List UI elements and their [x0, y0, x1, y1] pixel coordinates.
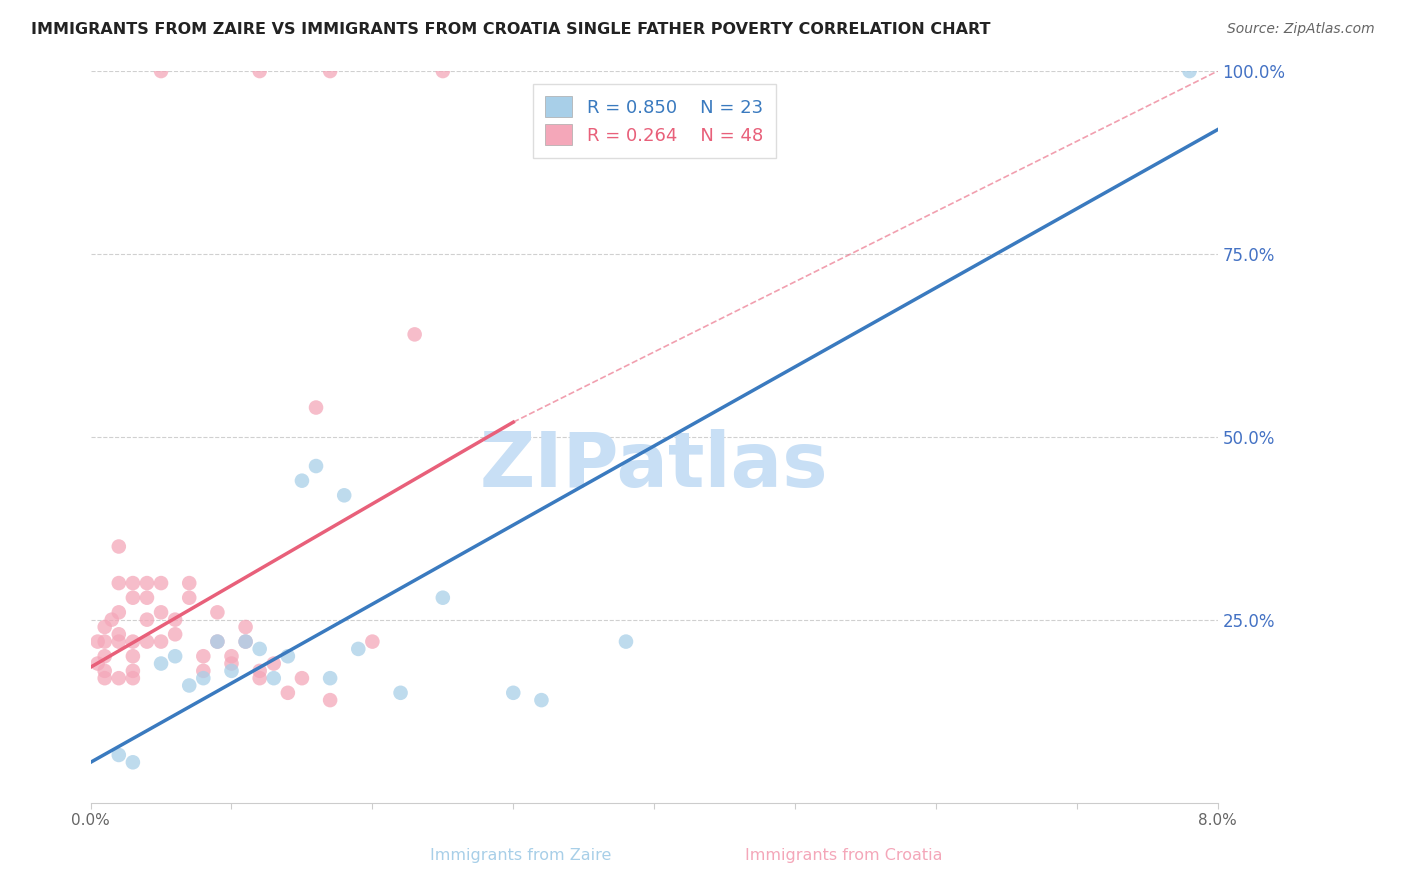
- Point: [221, 664, 243, 678]
- Point: [179, 678, 201, 692]
- Point: [432, 64, 454, 78]
- Point: [277, 649, 299, 664]
- Point: [235, 634, 257, 648]
- Point: [179, 591, 201, 605]
- Point: [165, 649, 187, 664]
- Point: [305, 458, 328, 473]
- Point: [93, 634, 115, 648]
- Point: [319, 64, 342, 78]
- Point: [100, 613, 122, 627]
- Point: [530, 693, 553, 707]
- Point: [165, 613, 187, 627]
- Text: Immigrants from Zaire: Immigrants from Zaire: [429, 848, 612, 863]
- Point: [207, 605, 229, 619]
- Point: [93, 671, 115, 685]
- Point: [107, 634, 129, 648]
- Point: [150, 605, 173, 619]
- Point: [235, 620, 257, 634]
- Point: [614, 634, 637, 648]
- Point: [107, 747, 129, 762]
- Point: [319, 671, 342, 685]
- Point: [107, 605, 129, 619]
- Point: [249, 664, 271, 678]
- Point: [389, 686, 412, 700]
- Point: [93, 649, 115, 664]
- Text: IMMIGRANTS FROM ZAIRE VS IMMIGRANTS FROM CROATIA SINGLE FATHER POVERTY CORRELATI: IMMIGRANTS FROM ZAIRE VS IMMIGRANTS FROM…: [31, 22, 990, 37]
- Point: [86, 634, 108, 648]
- Point: [193, 649, 215, 664]
- Point: [122, 649, 145, 664]
- Point: [107, 540, 129, 554]
- Point: [221, 657, 243, 671]
- Point: [122, 576, 145, 591]
- Point: [249, 671, 271, 685]
- Point: [235, 634, 257, 648]
- Point: [93, 664, 115, 678]
- Point: [122, 664, 145, 678]
- Point: [1178, 64, 1201, 78]
- Point: [150, 634, 173, 648]
- Point: [347, 641, 370, 656]
- Text: Source: ZipAtlas.com: Source: ZipAtlas.com: [1227, 22, 1375, 37]
- Point: [150, 576, 173, 591]
- Point: [86, 657, 108, 671]
- Point: [502, 686, 524, 700]
- Point: [404, 327, 426, 342]
- Point: [107, 576, 129, 591]
- Point: [179, 576, 201, 591]
- Point: [136, 576, 159, 591]
- Point: [249, 641, 271, 656]
- Point: [361, 634, 384, 648]
- Point: [263, 671, 285, 685]
- Text: ZIPatlas: ZIPatlas: [479, 429, 828, 503]
- Point: [150, 64, 173, 78]
- Point: [333, 488, 356, 502]
- Point: [305, 401, 328, 415]
- Point: [207, 634, 229, 648]
- Point: [122, 634, 145, 648]
- Point: [432, 591, 454, 605]
- Point: [291, 474, 314, 488]
- Point: [193, 671, 215, 685]
- Point: [165, 627, 187, 641]
- Point: [107, 671, 129, 685]
- Point: [136, 591, 159, 605]
- Text: Immigrants from Croatia: Immigrants from Croatia: [745, 848, 942, 863]
- Point: [122, 671, 145, 685]
- Legend: R = 0.850    N = 23, R = 0.264    N = 48: R = 0.850 N = 23, R = 0.264 N = 48: [533, 84, 776, 158]
- Point: [193, 664, 215, 678]
- Point: [319, 693, 342, 707]
- Point: [150, 657, 173, 671]
- Point: [136, 613, 159, 627]
- Point: [122, 756, 145, 770]
- Point: [277, 686, 299, 700]
- Point: [221, 649, 243, 664]
- Point: [107, 627, 129, 641]
- Point: [93, 620, 115, 634]
- Point: [263, 657, 285, 671]
- Point: [207, 634, 229, 648]
- Point: [249, 64, 271, 78]
- Point: [291, 671, 314, 685]
- Point: [122, 591, 145, 605]
- Point: [136, 634, 159, 648]
